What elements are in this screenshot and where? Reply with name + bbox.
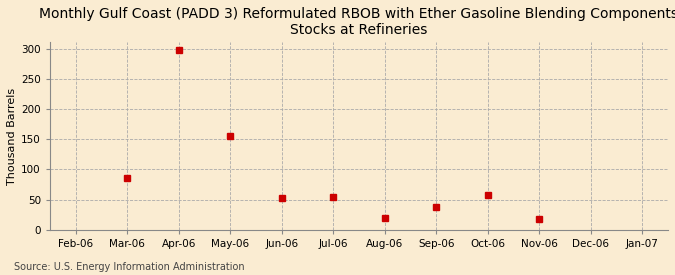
Y-axis label: Thousand Barrels: Thousand Barrels xyxy=(7,87,17,185)
Title: Monthly Gulf Coast (PADD 3) Reformulated RBOB with Ether Gasoline Blending Compo: Monthly Gulf Coast (PADD 3) Reformulated… xyxy=(39,7,675,37)
Text: Source: U.S. Energy Information Administration: Source: U.S. Energy Information Administ… xyxy=(14,262,244,272)
